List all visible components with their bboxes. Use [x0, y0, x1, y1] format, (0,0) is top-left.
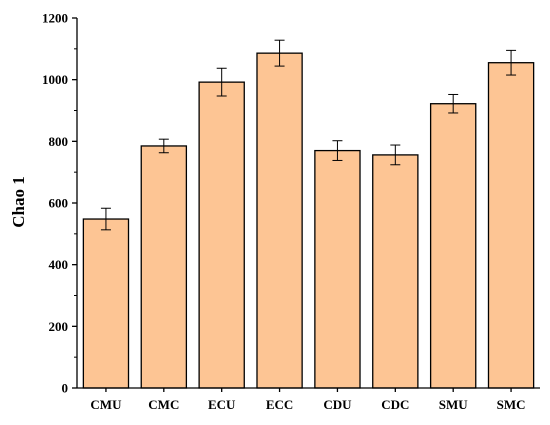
x-tick-label-cmc: CMC — [148, 397, 179, 412]
error-bar-smu — [448, 93, 459, 114]
x-tick-label-cdu: CDU — [323, 397, 352, 412]
y-tick-label-600: 600 — [49, 196, 69, 211]
bar-cdu — [314, 149, 361, 389]
error-bar-ecu — [216, 67, 227, 97]
error-bar-smc — [506, 49, 517, 76]
x-tick-label-ecc: ECC — [266, 397, 293, 412]
error-bar-ecc — [274, 39, 285, 67]
x-tick-label-smu: SMU — [439, 397, 469, 412]
y-tick-label-400: 400 — [49, 257, 69, 272]
y-ticks-group: 0 200 400 600 800 1000 1200 — [42, 11, 77, 396]
bar-smu — [429, 103, 477, 389]
x-labels-group: CMU CMC ECU ECC CDU CDC SMU SMC — [90, 397, 525, 412]
bar-cmc — [140, 145, 188, 389]
x-tick-label-smc: SMC — [497, 397, 526, 412]
x-tick-label-cdc: CDC — [381, 397, 409, 412]
error-bars-group — [100, 39, 517, 231]
bar-cmu — [82, 218, 130, 389]
y-tick-label-1200: 1200 — [42, 11, 68, 26]
x-tick-label-ecu: ECU — [208, 397, 236, 412]
error-bar-cmu — [100, 207, 111, 231]
y-tick-label-0: 0 — [62, 381, 69, 396]
x-tick-label-cmu: CMU — [90, 397, 122, 412]
bar-ecc — [256, 52, 303, 389]
bars-group — [82, 52, 535, 389]
y-tick-label-200: 200 — [49, 319, 69, 334]
y-axis-label: Chao 1 — [9, 176, 28, 227]
bar-smc — [487, 62, 535, 389]
y-tick-label-1000: 1000 — [42, 72, 68, 87]
error-bar-cdu — [332, 140, 343, 161]
y-tick-label-800: 800 — [49, 134, 69, 149]
bar-cdc — [372, 154, 419, 389]
error-bar-cdc — [390, 144, 401, 166]
bar-ecu — [198, 81, 245, 389]
error-bar-cmc — [158, 138, 169, 154]
